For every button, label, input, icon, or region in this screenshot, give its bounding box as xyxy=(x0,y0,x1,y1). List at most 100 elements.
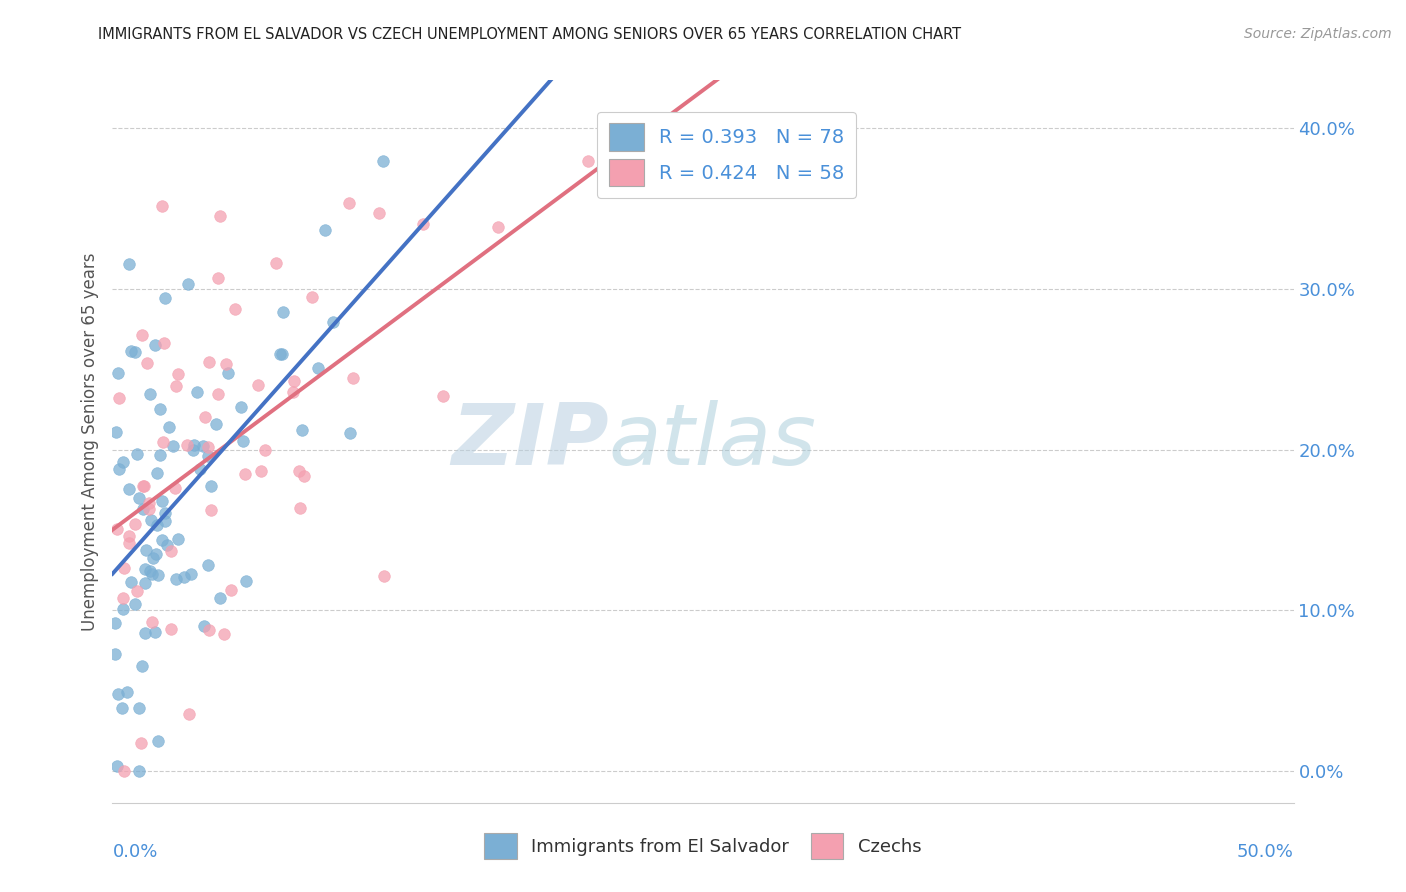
Point xyxy=(111,602,134,616)
Point xyxy=(200,479,222,493)
Point xyxy=(149,402,172,417)
Point xyxy=(134,562,156,576)
Point xyxy=(291,423,314,437)
Point xyxy=(128,491,150,505)
Point xyxy=(219,582,242,597)
Point xyxy=(177,277,200,291)
Point xyxy=(162,440,184,454)
Point xyxy=(249,464,271,478)
Point xyxy=(368,206,391,220)
Point xyxy=(124,516,146,531)
Point xyxy=(292,469,315,483)
Point xyxy=(371,153,394,168)
Point xyxy=(153,514,176,528)
Point xyxy=(288,464,311,478)
Point xyxy=(208,591,231,605)
Point xyxy=(181,442,204,457)
Point xyxy=(157,420,180,434)
Point xyxy=(176,438,198,452)
Point xyxy=(486,219,509,234)
Point xyxy=(246,378,269,392)
Point xyxy=(233,467,256,481)
Point xyxy=(146,517,169,532)
Point xyxy=(111,455,134,469)
Point xyxy=(191,439,214,453)
Point xyxy=(129,736,152,750)
Point xyxy=(131,659,153,673)
Point xyxy=(128,764,150,778)
Point xyxy=(142,550,165,565)
Point xyxy=(200,502,222,516)
Point xyxy=(104,615,127,630)
Point xyxy=(153,507,176,521)
Point xyxy=(212,627,235,641)
Text: IMMIGRANTS FROM EL SALVADOR VS CZECH UNEMPLOYMENT AMONG SENIORS OVER 65 YEARS CO: IMMIGRANTS FROM EL SALVADOR VS CZECH UNE… xyxy=(98,27,962,42)
Point xyxy=(141,615,163,629)
Point xyxy=(197,623,219,637)
Text: Source: ZipAtlas.com: Source: ZipAtlas.com xyxy=(1244,27,1392,41)
Point xyxy=(307,361,329,376)
Point xyxy=(207,387,229,401)
Point xyxy=(111,591,134,606)
Point xyxy=(108,391,131,405)
Point xyxy=(180,567,202,582)
Point xyxy=(373,569,395,583)
Point xyxy=(235,574,257,588)
Point xyxy=(288,500,311,515)
Point xyxy=(135,542,157,557)
Point xyxy=(118,257,141,271)
Point xyxy=(135,356,157,370)
Point xyxy=(139,564,162,578)
Point xyxy=(412,218,434,232)
Point xyxy=(167,367,190,381)
Point xyxy=(173,569,195,583)
Point xyxy=(322,315,344,329)
Y-axis label: Unemployment Among Seniors over 65 years: Unemployment Among Seniors over 65 years xyxy=(80,252,98,631)
Point xyxy=(281,384,304,399)
Point xyxy=(118,482,141,496)
Point xyxy=(143,338,166,352)
Point xyxy=(177,707,200,722)
Point xyxy=(197,449,219,463)
Point xyxy=(150,494,173,508)
Point xyxy=(138,501,160,516)
Point xyxy=(107,366,129,380)
Point xyxy=(231,400,253,414)
Point xyxy=(217,367,239,381)
Point xyxy=(112,561,135,575)
Point xyxy=(209,209,232,223)
Point xyxy=(163,481,186,495)
Point xyxy=(314,223,336,237)
Point xyxy=(114,764,136,778)
Point xyxy=(145,466,167,480)
Point xyxy=(150,199,173,213)
Text: atlas: atlas xyxy=(609,400,817,483)
Point xyxy=(139,387,162,401)
Point xyxy=(125,584,148,599)
Point xyxy=(125,447,148,461)
Point xyxy=(120,344,142,359)
Point xyxy=(134,626,156,640)
Point xyxy=(253,442,276,457)
Point xyxy=(104,647,127,661)
Point xyxy=(197,440,219,454)
Point xyxy=(576,153,599,168)
Text: 50.0%: 50.0% xyxy=(1237,843,1294,861)
Point xyxy=(193,619,215,633)
Point xyxy=(152,336,174,351)
Point xyxy=(105,759,128,773)
Point xyxy=(188,462,211,476)
Point xyxy=(148,567,170,582)
Point xyxy=(342,371,364,385)
Point xyxy=(131,327,153,342)
Point xyxy=(134,576,156,591)
Point xyxy=(156,538,179,552)
Point xyxy=(269,346,291,360)
Point xyxy=(165,572,187,586)
Point xyxy=(141,513,163,527)
Point xyxy=(205,417,228,432)
Point xyxy=(207,271,229,285)
Point xyxy=(153,292,176,306)
Point xyxy=(150,533,173,548)
Point xyxy=(107,687,129,701)
